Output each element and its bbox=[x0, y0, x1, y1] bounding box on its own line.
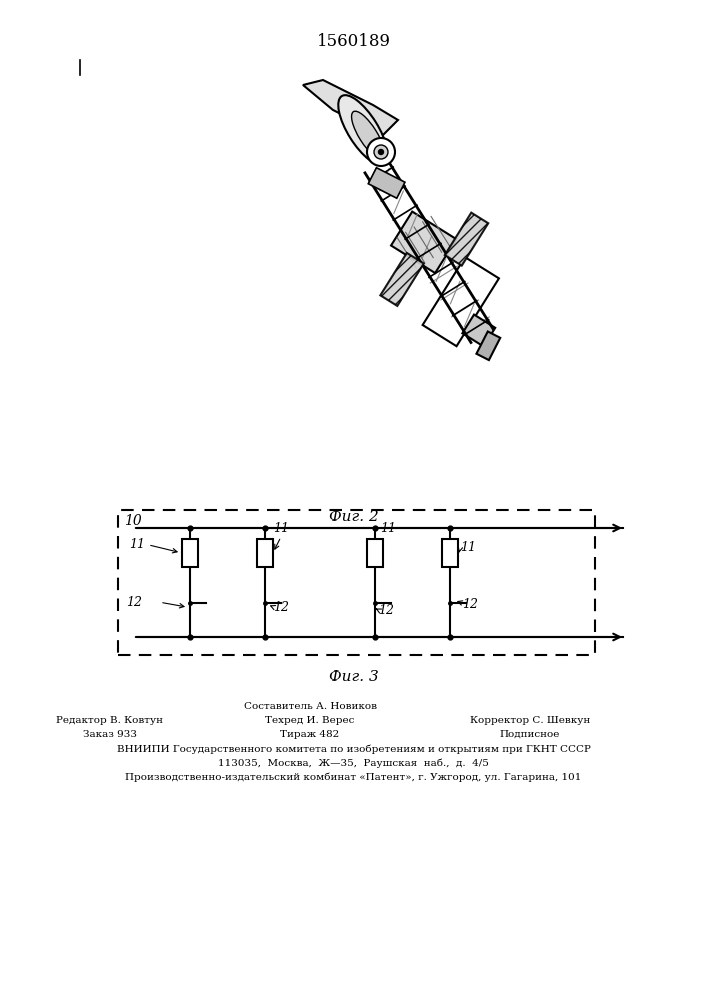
Text: Фиг. 3: Фиг. 3 bbox=[329, 670, 378, 684]
Text: Заказ 933: Заказ 933 bbox=[83, 730, 137, 739]
Polygon shape bbox=[380, 253, 423, 306]
Text: Подписное: Подписное bbox=[500, 730, 560, 739]
Text: 11: 11 bbox=[273, 522, 289, 535]
Text: 11: 11 bbox=[460, 541, 476, 554]
Text: 1560189: 1560189 bbox=[317, 33, 390, 50]
Polygon shape bbox=[423, 257, 499, 346]
Polygon shape bbox=[462, 315, 495, 346]
Text: Составитель А. Новиков: Составитель А. Новиков bbox=[243, 702, 377, 711]
Bar bbox=[367, 539, 383, 567]
Polygon shape bbox=[391, 212, 456, 273]
Bar bbox=[257, 539, 273, 567]
Text: Корректор С. Шевкун: Корректор С. Шевкун bbox=[470, 716, 590, 725]
Text: Фиг. 2: Фиг. 2 bbox=[329, 510, 378, 524]
Bar bbox=[442, 539, 458, 567]
Text: ВНИИПИ Государственного комитета по изобретениям и открытиям при ГКНТ СССР: ВНИИПИ Государственного комитета по изоб… bbox=[117, 744, 590, 754]
Ellipse shape bbox=[351, 111, 385, 159]
Text: 10: 10 bbox=[124, 514, 141, 528]
Text: Производственно-издательский комбинат «Патент», г. Ужгород, ул. Гагарина, 101: Производственно-издательский комбинат «П… bbox=[125, 772, 582, 782]
Text: 113035,  Москва,  Ж—35,  Раушская  наб.,  д.  4/5: 113035, Москва, Ж—35, Раушская наб., д. … bbox=[218, 758, 489, 768]
Bar bbox=[118, 510, 595, 655]
Text: 12: 12 bbox=[126, 596, 142, 609]
Polygon shape bbox=[445, 213, 489, 266]
Text: Техред И. Верес: Техред И. Верес bbox=[265, 716, 355, 725]
Text: Тираж 482: Тираж 482 bbox=[281, 730, 339, 739]
Text: Редактор В. Ковтун: Редактор В. Ковтун bbox=[57, 716, 163, 725]
Ellipse shape bbox=[338, 95, 387, 165]
Circle shape bbox=[378, 149, 383, 154]
Text: 12: 12 bbox=[378, 604, 394, 617]
Text: 12: 12 bbox=[273, 601, 289, 614]
Polygon shape bbox=[477, 331, 501, 360]
Circle shape bbox=[374, 145, 388, 159]
Bar bbox=[182, 539, 198, 567]
Circle shape bbox=[367, 138, 395, 166]
Text: 11: 11 bbox=[380, 522, 396, 535]
Text: 12: 12 bbox=[462, 598, 478, 611]
Text: 11: 11 bbox=[129, 538, 145, 551]
Polygon shape bbox=[303, 80, 398, 135]
Polygon shape bbox=[368, 168, 405, 198]
